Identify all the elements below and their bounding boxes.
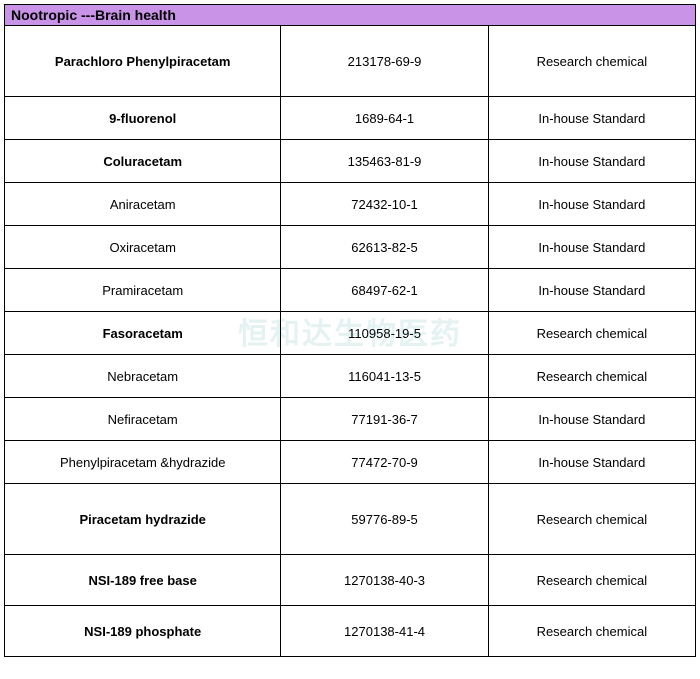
cell-category: Research chemical bbox=[488, 555, 695, 606]
cell-cas: 68497-62-1 bbox=[281, 269, 488, 312]
cell-category: In-house Standard bbox=[488, 226, 695, 269]
table-row: Phenylpiracetam &hydrazide77472-70-9In-h… bbox=[5, 441, 696, 484]
cell-category: In-house Standard bbox=[488, 97, 695, 140]
cell-name: 9-fluorenol bbox=[5, 97, 281, 140]
cell-name: NSI-189 phosphate bbox=[5, 606, 281, 657]
table-title: Nootropic ---Brain health bbox=[5, 5, 696, 26]
nootropic-table: Nootropic ---Brain health Parachloro Phe… bbox=[4, 4, 696, 657]
cell-name: Phenylpiracetam &hydrazide bbox=[5, 441, 281, 484]
table-row: Parachloro Phenylpiracetam213178-69-9Res… bbox=[5, 26, 696, 97]
cell-category: Research chemical bbox=[488, 606, 695, 657]
table-row: Coluracetam135463-81-9In-house Standard bbox=[5, 140, 696, 183]
cell-category: Research chemical bbox=[488, 355, 695, 398]
table-row: Nefiracetam77191-36-7In-house Standard bbox=[5, 398, 696, 441]
cell-name: Parachloro Phenylpiracetam bbox=[5, 26, 281, 97]
cell-name: Coluracetam bbox=[5, 140, 281, 183]
table-row: Nebracetam116041-13-5Research chemical bbox=[5, 355, 696, 398]
cell-name: Fasoracetam bbox=[5, 312, 281, 355]
table-row: Fasoracetam110958-19-5Research chemical bbox=[5, 312, 696, 355]
cell-name: Nefiracetam bbox=[5, 398, 281, 441]
cell-cas: 77472-70-9 bbox=[281, 441, 488, 484]
cell-name: Oxiracetam bbox=[5, 226, 281, 269]
cell-name: Aniracetam bbox=[5, 183, 281, 226]
cell-category: In-house Standard bbox=[488, 269, 695, 312]
cell-cas: 116041-13-5 bbox=[281, 355, 488, 398]
cell-cas: 135463-81-9 bbox=[281, 140, 488, 183]
cell-category: In-house Standard bbox=[488, 441, 695, 484]
cell-cas: 1270138-40-3 bbox=[281, 555, 488, 606]
table-row: Aniracetam72432-10-1In-house Standard bbox=[5, 183, 696, 226]
cell-name: Pramiracetam bbox=[5, 269, 281, 312]
cell-cas: 1270138-41-4 bbox=[281, 606, 488, 657]
table-row: NSI-189 free base1270138-40-3Research ch… bbox=[5, 555, 696, 606]
cell-cas: 62613-82-5 bbox=[281, 226, 488, 269]
table-row: 9-fluorenol1689-64-1In-house Standard bbox=[5, 97, 696, 140]
cell-cas: 110958-19-5 bbox=[281, 312, 488, 355]
cell-category: In-house Standard bbox=[488, 183, 695, 226]
cell-cas: 1689-64-1 bbox=[281, 97, 488, 140]
table-header-row: Nootropic ---Brain health bbox=[5, 5, 696, 26]
cell-category: In-house Standard bbox=[488, 140, 695, 183]
cell-cas: 72432-10-1 bbox=[281, 183, 488, 226]
cell-cas: 213178-69-9 bbox=[281, 26, 488, 97]
table-row: Oxiracetam62613-82-5In-house Standard bbox=[5, 226, 696, 269]
cell-category: Research chemical bbox=[488, 26, 695, 97]
cell-category: Research chemical bbox=[488, 312, 695, 355]
cell-name: NSI-189 free base bbox=[5, 555, 281, 606]
table-row: Pramiracetam68497-62-1In-house Standard bbox=[5, 269, 696, 312]
cell-cas: 59776-89-5 bbox=[281, 484, 488, 555]
cell-cas: 77191-36-7 bbox=[281, 398, 488, 441]
table-row: Piracetam hydrazide59776-89-5Research ch… bbox=[5, 484, 696, 555]
cell-name: Nebracetam bbox=[5, 355, 281, 398]
cell-category: Research chemical bbox=[488, 484, 695, 555]
cell-category: In-house Standard bbox=[488, 398, 695, 441]
table-row: NSI-189 phosphate1270138-41-4Research ch… bbox=[5, 606, 696, 657]
cell-name: Piracetam hydrazide bbox=[5, 484, 281, 555]
